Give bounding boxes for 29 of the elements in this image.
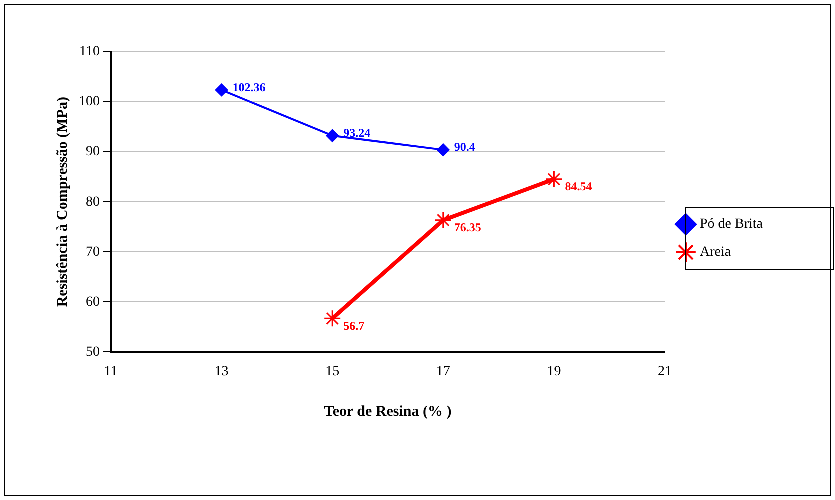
x-tick-label: 13 bbox=[214, 364, 229, 380]
x-axis-title: Teor de Resina (% ) bbox=[324, 404, 452, 420]
data-label: 102.36 bbox=[232, 80, 266, 94]
point bbox=[434, 212, 452, 230]
y-tick-label: 50 bbox=[86, 344, 100, 360]
y-tick-label: 70 bbox=[86, 244, 100, 260]
data-label: 56.7 bbox=[344, 318, 365, 333]
y-tick-label: 90 bbox=[86, 144, 100, 160]
y-tick-label: 60 bbox=[86, 294, 100, 310]
y-tick-label: 80 bbox=[86, 194, 100, 210]
x-tick-label: 11 bbox=[104, 364, 118, 380]
y-tick-label: 110 bbox=[80, 44, 100, 60]
point bbox=[545, 170, 563, 188]
legend-label: Areia bbox=[700, 245, 732, 260]
data-label: 76.35 bbox=[454, 220, 482, 234]
point bbox=[326, 129, 340, 142]
data-label: 93.24 bbox=[344, 126, 371, 140]
point bbox=[436, 144, 450, 157]
point bbox=[215, 84, 228, 97]
data-label: 90.4 bbox=[454, 140, 476, 154]
x-tick-label: 17 bbox=[436, 364, 450, 380]
data-label: 84.54 bbox=[565, 179, 592, 194]
x-tick-label: 15 bbox=[326, 364, 340, 380]
x-tick-label: 21 bbox=[658, 364, 672, 380]
point bbox=[324, 310, 342, 328]
legend-label: Pó de Brita bbox=[700, 217, 764, 232]
x-tick-label: 19 bbox=[547, 364, 562, 380]
y-tick-label: 100 bbox=[79, 94, 100, 110]
y-axis-title: Resistência à Compressão (MPa) bbox=[54, 97, 71, 308]
